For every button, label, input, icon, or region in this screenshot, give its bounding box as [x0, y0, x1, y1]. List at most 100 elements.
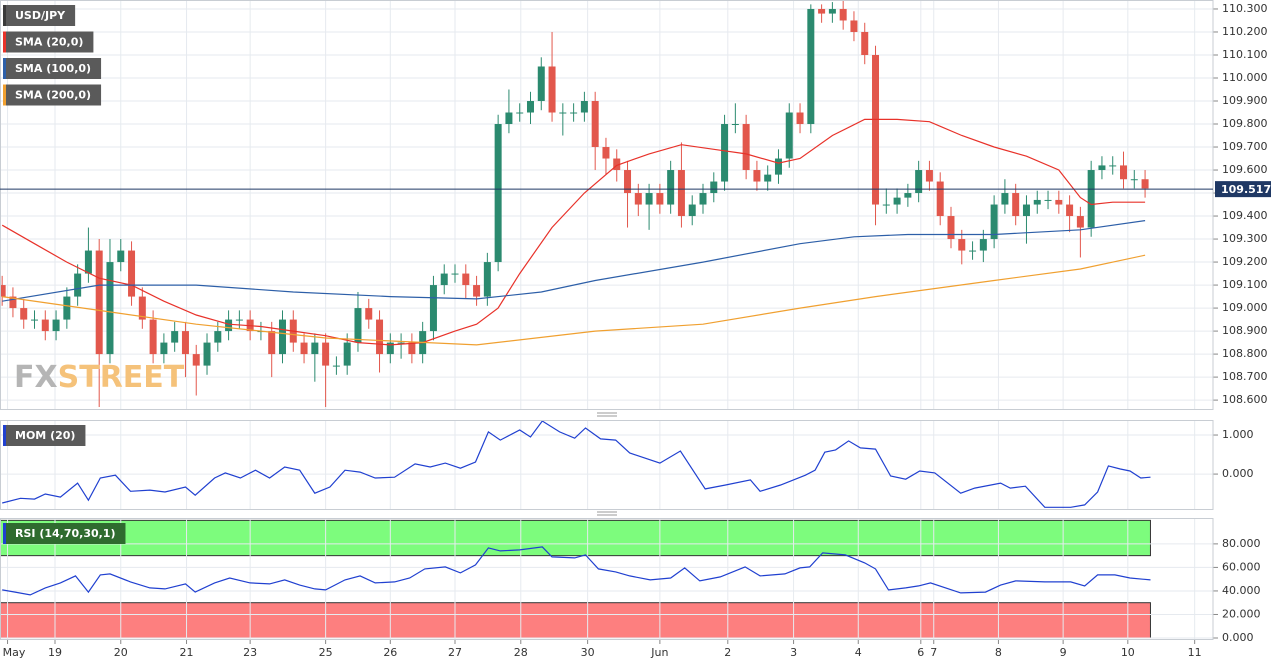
- candle-body: [925, 170, 933, 182]
- candle-body: [990, 204, 998, 240]
- candle-body: [807, 8, 815, 125]
- candle-body: [958, 239, 966, 251]
- candle-body: [494, 124, 502, 263]
- candle-body: [1076, 216, 1084, 228]
- x-tick-label: 4: [855, 646, 862, 659]
- candle-body: [667, 170, 675, 205]
- panel: [0, 420, 1213, 510]
- candle-body: [613, 158, 621, 171]
- x-tick-label: 20: [114, 646, 128, 659]
- y-tick-label: 109.600: [1222, 163, 1268, 176]
- legend-label: USD/JPY: [15, 9, 66, 22]
- candle-body: [300, 342, 308, 355]
- candle-body: [1033, 199, 1041, 205]
- candle-body: [850, 20, 858, 32]
- legend-label: MOM (20): [15, 429, 75, 442]
- legend-box: [3, 31, 94, 53]
- legend-box: [3, 425, 86, 446]
- x-tick-label: 30: [581, 646, 595, 659]
- candle-body: [1120, 165, 1128, 180]
- watermark: FXSTREET: [14, 360, 185, 395]
- candle-body: [774, 158, 782, 175]
- candle-body: [322, 342, 330, 366]
- candle-body: [505, 112, 513, 125]
- candle-body: [343, 342, 351, 366]
- y-tick-label: 110.000: [1222, 71, 1268, 84]
- legend-swatch: [3, 84, 6, 106]
- y-tick-label: 0.000: [1222, 631, 1254, 644]
- candle-body: [203, 342, 211, 366]
- y-tick-label: 109.400: [1222, 209, 1268, 222]
- panel-frame: [0, 0, 1214, 410]
- candle-body: [785, 112, 793, 159]
- y-tick-label: 109.200: [1222, 255, 1268, 268]
- candle-body: [796, 112, 804, 125]
- candle-body: [429, 285, 437, 332]
- x-tick-label: 25: [319, 646, 333, 659]
- candle-body: [376, 319, 384, 355]
- panel: [0, 0, 1213, 410]
- candle-body: [969, 250, 977, 252]
- y-tick-label: 108.800: [1222, 347, 1268, 360]
- series-line: [2, 220, 1146, 302]
- x-tick-label: 10: [1121, 646, 1135, 659]
- y-tick-label: 109.900: [1222, 94, 1268, 107]
- y-tick-label: 1.000: [1222, 428, 1254, 441]
- candle-body: [1044, 199, 1052, 201]
- candle-body: [1130, 179, 1138, 181]
- candle-body: [63, 296, 71, 320]
- candle-body: [171, 331, 179, 343]
- candle-body: [225, 319, 233, 332]
- candle-body: [882, 204, 890, 206]
- candle-body: [1066, 204, 1074, 217]
- candle-body: [872, 54, 880, 205]
- zone: [0, 519, 1151, 557]
- watermark-part: STREET: [58, 360, 185, 395]
- candle-body: [408, 342, 416, 355]
- candle-body: [645, 193, 653, 205]
- candle-body: [128, 250, 136, 297]
- candle-body: [20, 308, 28, 320]
- candle-body: [721, 124, 729, 182]
- y-tick-label: 108.900: [1222, 324, 1268, 337]
- watermark-part: FX: [14, 360, 58, 395]
- candle-body: [570, 112, 578, 114]
- x-tick-label: 26: [383, 646, 397, 659]
- candle-body: [214, 331, 222, 343]
- candle-body: [149, 319, 157, 355]
- candle-body: [537, 66, 545, 102]
- candle-body: [516, 112, 524, 114]
- legend-swatch: [3, 31, 6, 53]
- candle-body: [160, 342, 168, 355]
- panel-separators: [597, 412, 617, 516]
- candle-body: [106, 262, 114, 355]
- candle-body: [710, 181, 718, 194]
- y-tick-label: 80.000: [1222, 537, 1261, 550]
- y-tick-label: 109.800: [1222, 117, 1268, 130]
- candle-body: [473, 285, 481, 297]
- panel-frame: [0, 518, 1214, 640]
- x-tick-label: May: [3, 646, 26, 659]
- y-tick-label: 109.000: [1222, 301, 1268, 314]
- legend-label: SMA (100,0): [15, 62, 91, 75]
- series-line: [2, 546, 1151, 596]
- last-price-label: 109.517: [1221, 183, 1271, 196]
- candle-body: [52, 319, 60, 332]
- y-tick-label: 109.100: [1222, 278, 1268, 291]
- x-tick-label: 3: [790, 646, 797, 659]
- candle-body: [1022, 204, 1030, 217]
- candle-body: [1141, 179, 1149, 189]
- candle-body: [548, 66, 556, 113]
- candle-body: [9, 296, 17, 309]
- candle-body: [84, 250, 92, 274]
- candle-body: [95, 250, 103, 355]
- panel: [0, 518, 1213, 640]
- candle-body: [268, 331, 276, 355]
- legend-box: [3, 58, 102, 79]
- candle-body: [731, 124, 739, 126]
- y-tick-label: 20.000: [1222, 607, 1261, 620]
- x-tick-label: 27: [448, 646, 462, 659]
- candle-body: [451, 273, 459, 275]
- legend-swatch: [3, 58, 6, 79]
